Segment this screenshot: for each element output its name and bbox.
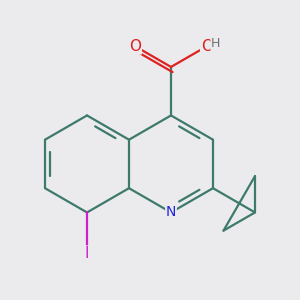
Text: H: H — [211, 37, 220, 50]
Text: N: N — [166, 206, 176, 219]
Text: O: O — [201, 39, 213, 54]
Text: O: O — [129, 39, 141, 54]
Text: I: I — [85, 246, 89, 261]
